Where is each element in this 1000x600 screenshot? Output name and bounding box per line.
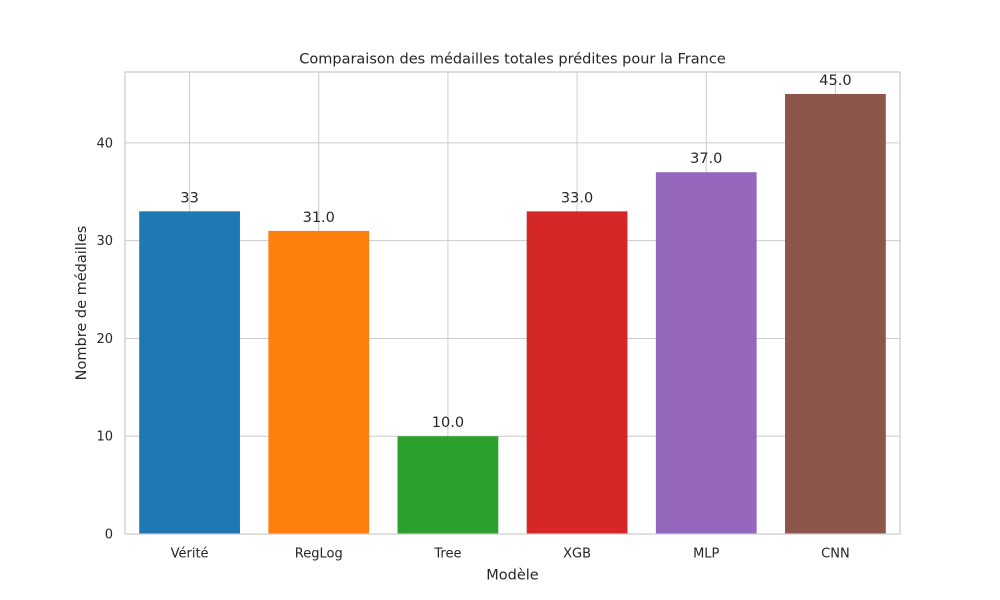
plot-frame xyxy=(124,71,901,535)
chart-title: Comparaison des médailles totales prédit… xyxy=(299,52,726,68)
bar-vérité xyxy=(139,211,240,535)
y-tick-label: 10 xyxy=(96,430,113,445)
ticks: 0 10 20 30 40 Vérité RegLog Tree XGB MLP CNN xyxy=(96,136,849,561)
bar-xgb xyxy=(526,211,628,535)
x-tick-label: CNN xyxy=(821,547,850,562)
data-label: 10.0 xyxy=(432,415,464,431)
bars xyxy=(139,94,886,535)
data-label: 37.0 xyxy=(690,151,722,167)
data-labels: 33 31.0 10.0 33.0 37.0 45.0 xyxy=(180,73,851,431)
bar-reglog xyxy=(268,230,370,534)
y-tick-label: 30 xyxy=(96,234,113,249)
y-axis-label: Nombre de médailles xyxy=(74,226,90,381)
x-tick-label: RegLog xyxy=(295,547,343,562)
data-label: 33 xyxy=(180,190,198,206)
x-tick-label: Vérité xyxy=(171,547,209,562)
data-label: 31.0 xyxy=(303,210,335,226)
bar-cnn xyxy=(785,94,886,534)
bar-tree xyxy=(397,436,499,534)
x-tick-label: MLP xyxy=(693,547,719,562)
x-tick-label: Tree xyxy=(433,547,461,562)
y-tick-label: 20 xyxy=(96,332,113,347)
data-label: 45.0 xyxy=(819,73,851,89)
bar-mlp xyxy=(655,172,757,534)
data-label: 33.0 xyxy=(561,190,593,206)
y-tick-label: 40 xyxy=(96,136,113,151)
x-axis-label: Modèle xyxy=(486,568,539,584)
x-tick-label: XGB xyxy=(563,547,591,562)
y-tick-label: 0 xyxy=(105,528,113,543)
